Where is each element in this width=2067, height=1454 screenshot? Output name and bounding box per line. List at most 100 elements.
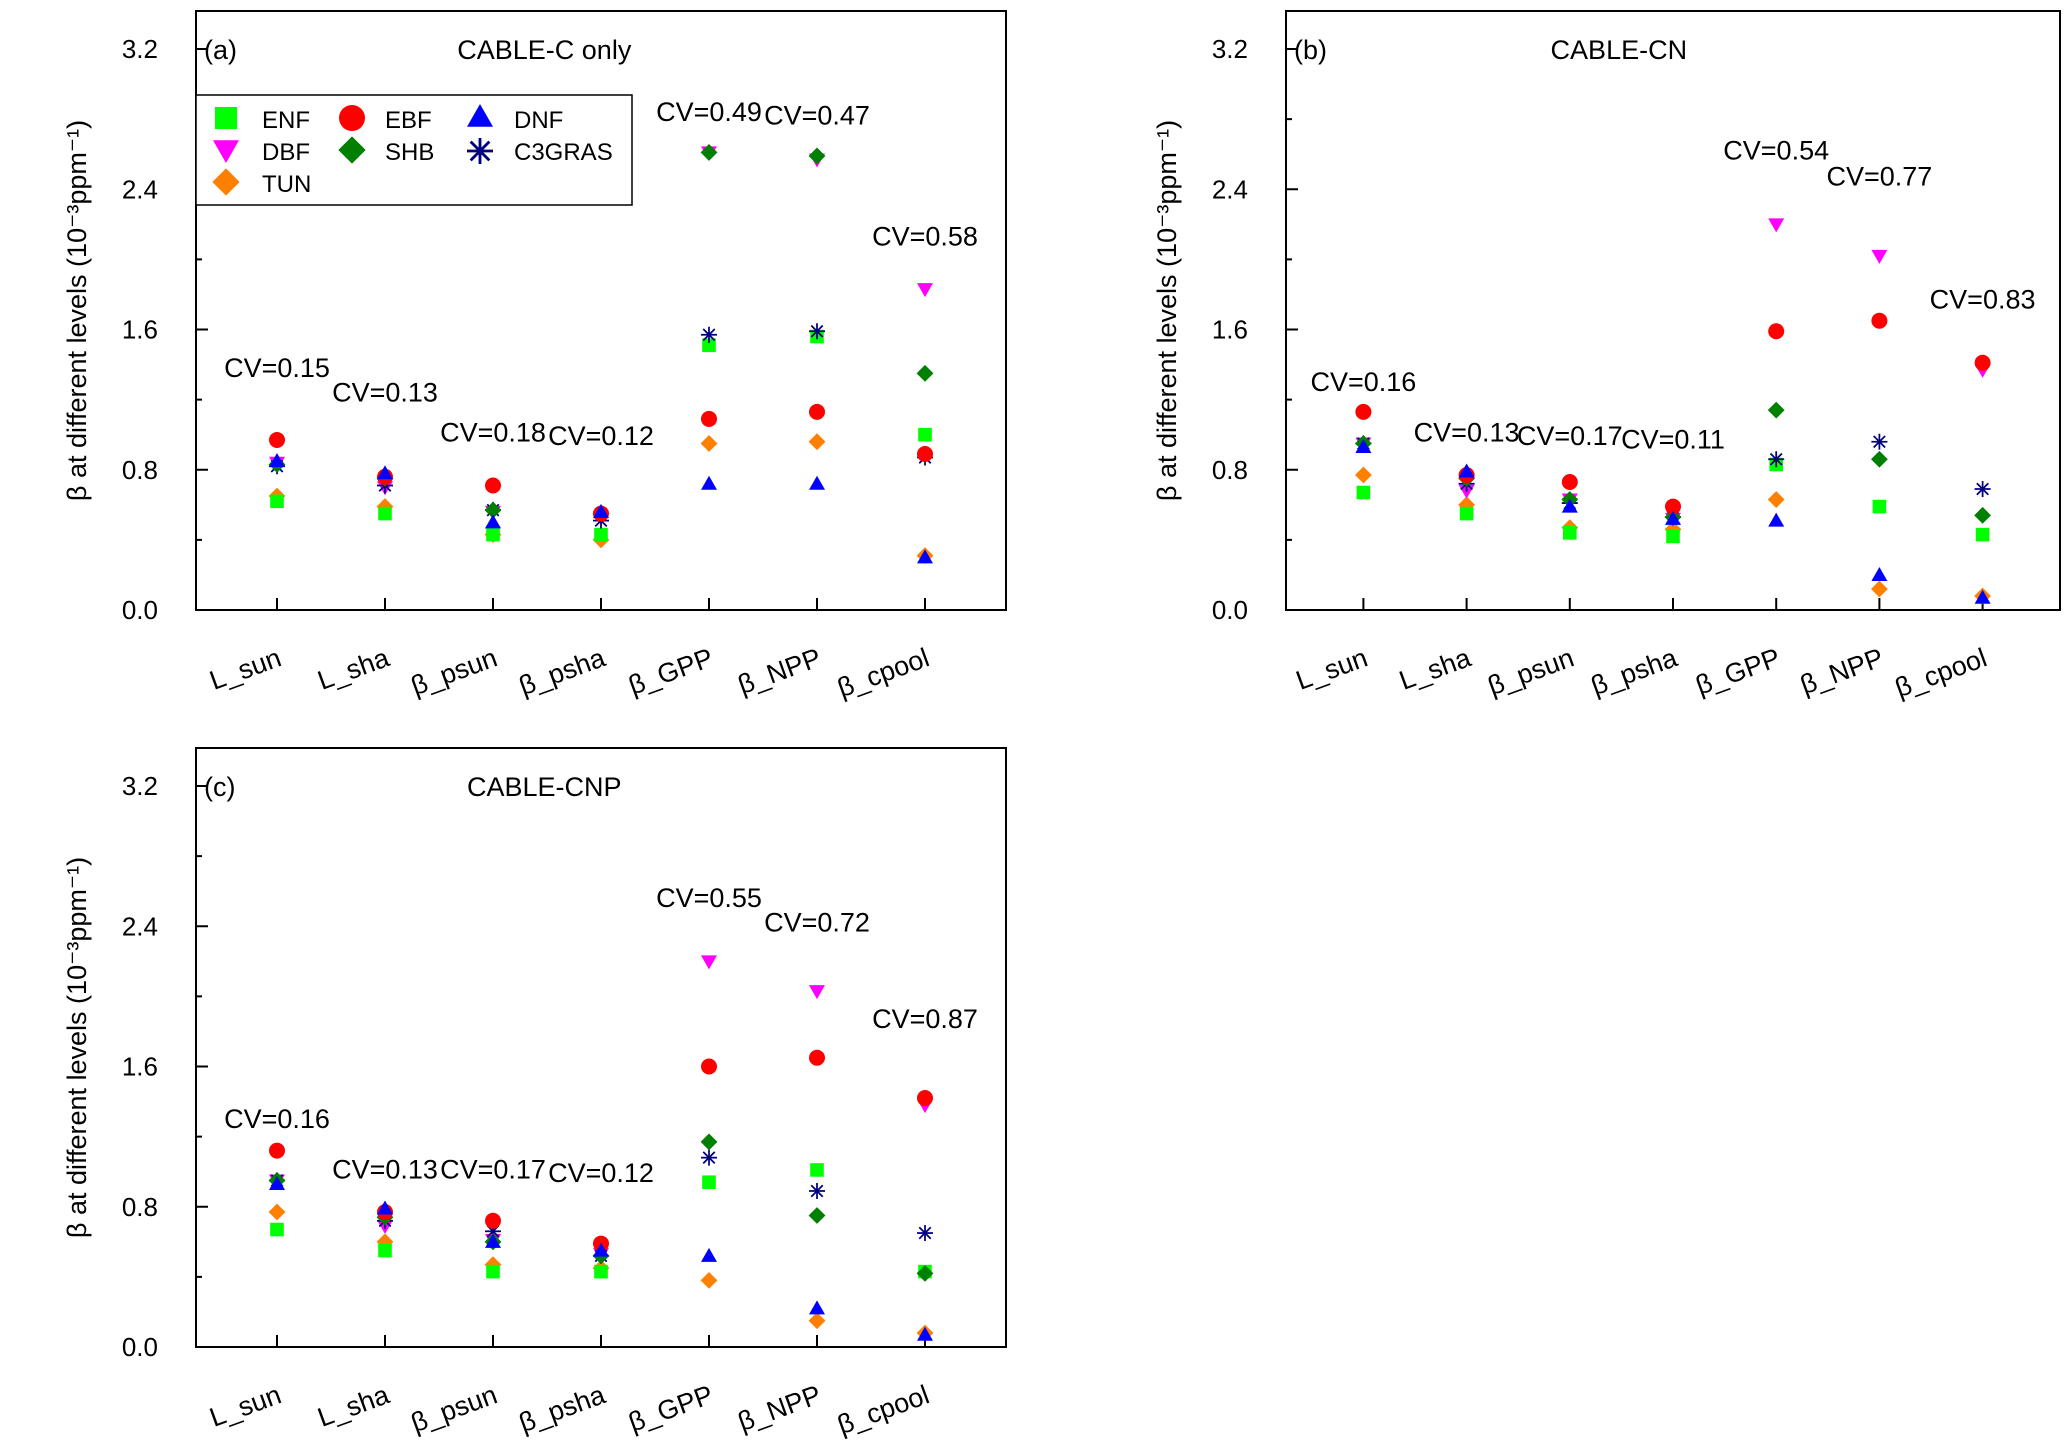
point-ebf (701, 1058, 717, 1075)
point-dnf (1665, 510, 1681, 525)
point-tun (376, 498, 394, 515)
point-dbf (1871, 249, 1888, 264)
point-dnf (593, 1242, 609, 1257)
x-tick-label: β_psun (1484, 642, 1578, 701)
point-shb (700, 1133, 718, 1151)
point-c3gras (917, 1225, 933, 1242)
point-dnf (1974, 589, 1991, 604)
point-shb (808, 147, 826, 165)
y-tick-label: 0.0 (1212, 595, 1248, 625)
cv-annotation: CV=0.77 (1826, 162, 1932, 192)
point-enf (378, 506, 392, 521)
legend-label-ebf: EBF (385, 107, 432, 134)
point-enf (1666, 529, 1680, 544)
point-enf (270, 1222, 284, 1237)
cv-annotation: CV=0.16 (224, 1104, 330, 1134)
cv-annotation: CV=0.11 (1621, 425, 1725, 455)
point-dnf (701, 1247, 717, 1262)
y-tick-label: 0.0 (122, 595, 158, 625)
y-tick-label: 3.2 (122, 34, 158, 64)
cv-annotation: CV=0.72 (764, 908, 870, 938)
cv-annotation: CV=0.55 (656, 883, 762, 913)
cv-annotation: CV=0.58 (872, 221, 978, 251)
point-ebf (1974, 354, 1991, 371)
point-enf (594, 527, 608, 542)
point-dnf (1355, 438, 1372, 453)
panel-label: (b) (1294, 35, 1327, 65)
y-tick-label: 1.6 (1212, 315, 1248, 345)
panel-title: CABLE-CNP (467, 772, 622, 802)
point-shb (916, 364, 934, 382)
x-tick-label: L_sun (206, 1379, 285, 1432)
y-tick-label: 0.0 (122, 1332, 158, 1362)
point-dnf (485, 1233, 501, 1248)
point-enf (702, 338, 716, 353)
point-tun (1458, 496, 1475, 514)
cv-annotation: CV=0.15 (224, 353, 330, 383)
y-tick-label: 0.8 (122, 455, 158, 485)
point-tun (1871, 580, 1888, 598)
x-tick-label: β_cpool (833, 642, 933, 703)
point-tun (484, 1256, 502, 1274)
point-dnf (1871, 566, 1888, 581)
point-dnf (1561, 498, 1578, 513)
x-tick-label: L_sun (206, 642, 285, 695)
x-tick-label: β_NPP (734, 642, 825, 700)
legend-marker-shb (338, 136, 366, 164)
point-enf (918, 427, 932, 442)
y-tick-label: 3.2 (1212, 34, 1248, 64)
point-tun (268, 1203, 286, 1221)
point-dnf (269, 452, 285, 467)
x-tick-label: β_psha (1587, 642, 1682, 701)
x-tick-label: L_sha (314, 1379, 394, 1433)
y-tick-label: 2.4 (1212, 174, 1248, 204)
point-shb (916, 1264, 934, 1282)
point-c3gras (809, 323, 825, 340)
cv-annotation: CV=0.12 (548, 1158, 654, 1188)
point-shb (700, 144, 718, 161)
point-enf (1459, 506, 1474, 521)
legend-label-enf: ENF (262, 107, 310, 134)
point-ebf (1871, 312, 1888, 329)
cv-annotation: CV=0.87 (872, 1004, 978, 1034)
point-ebf (1355, 403, 1372, 420)
y-tick-label: 1.6 (122, 315, 158, 345)
y-tick-label: 1.6 (122, 1052, 158, 1082)
point-dnf (809, 1300, 825, 1315)
y-tick-label: 2.4 (122, 911, 158, 941)
cv-annotation: CV=0.16 (1310, 367, 1416, 397)
panel-c: 0.0 0.8 1.6 2.4 3.2 β at different levels (10… (62, 747, 1007, 1440)
cv-annotation: CV=0.13 (332, 1155, 438, 1185)
point-c3gras (1974, 481, 1991, 498)
x-tick-label: β_NPP (1796, 642, 1887, 700)
legend-marker-c3gras (467, 138, 493, 164)
cv-annotation: CV=0.49 (656, 97, 762, 127)
point-dnf (269, 1175, 285, 1190)
point-dnf (809, 475, 825, 490)
legend: ENF EBF DNF DBF SHB C3GRAS TUN (195, 94, 633, 206)
point-tun (700, 1271, 718, 1289)
point-ebf (917, 445, 933, 462)
cv-annotation: CV=0.54 (1723, 135, 1829, 165)
legend-label-c3gras: C3GRAS (514, 139, 613, 166)
y-tick-label: 3.2 (122, 771, 158, 801)
y-axis-label: β at different levels (10⁻³ppm⁻¹) (62, 857, 92, 1238)
point-tun (1767, 491, 1785, 508)
point-ebf (485, 477, 501, 494)
legend-marker-enf (214, 106, 238, 130)
legend-marker-ebf (339, 105, 365, 131)
point-tun (808, 1312, 826, 1330)
legend-label-shb: SHB (385, 139, 434, 166)
y-axis-label: β at different levels (10⁻³ppm⁻¹) (1152, 120, 1182, 501)
point-dnf (701, 475, 717, 490)
x-tick-label: β_psun (407, 1379, 501, 1438)
point-enf (270, 494, 284, 509)
panel-label: (c) (204, 772, 235, 802)
panel-title: CABLE-C only (457, 35, 632, 65)
panel-title: CABLE-CN (1551, 35, 1688, 65)
cv-annotation: CV=0.13 (332, 377, 438, 407)
point-c3gras (809, 1182, 825, 1199)
cv-annotation: CV=0.83 (1930, 284, 2036, 314)
point-dbf (1768, 218, 1785, 233)
